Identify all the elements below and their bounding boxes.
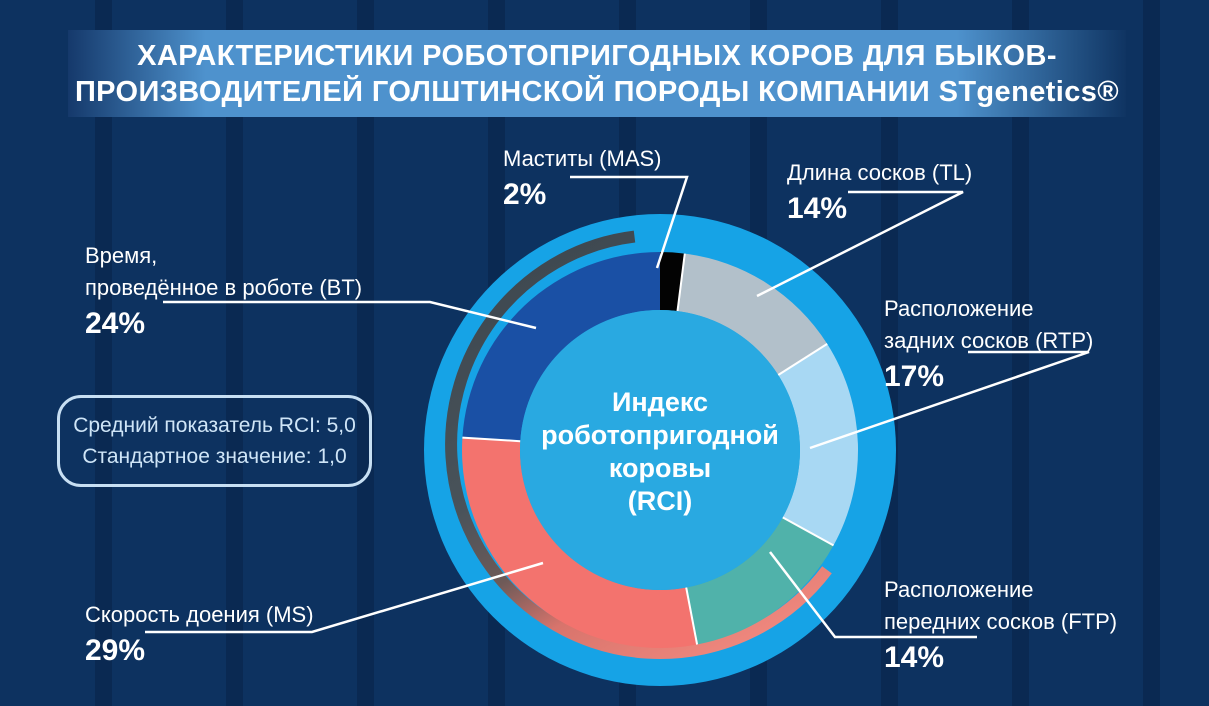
slice-ftp <box>686 517 834 645</box>
leader-ftp <box>769 551 977 639</box>
callout-ms-label: Скорость доения (MS) <box>85 602 314 627</box>
leader-rtp <box>809 350 1090 450</box>
callout-rtp-percent: 17% <box>884 360 945 393</box>
leader-tl <box>756 190 964 298</box>
separator-after-ms <box>462 436 521 443</box>
separator-after-rtp <box>782 516 834 547</box>
callout-tl-percent: 14% <box>787 192 848 225</box>
center-line-2: роботопригодной <box>541 420 779 450</box>
leader-bt <box>163 300 537 330</box>
callout-tl-label: Длина сосков (TL) <box>787 160 973 185</box>
swoosh-arc <box>445 230 832 660</box>
slice-separators <box>462 253 834 645</box>
callout-bt-label-2: проведённое в роботе (BT) <box>85 275 363 300</box>
separator-after-ftp <box>685 587 699 645</box>
callout-ftp-percent: 14% <box>884 641 945 674</box>
callout-mas-label: Маститы (MAS) <box>503 146 662 171</box>
info-box-line-2: Стандартное значение: 1,0 <box>82 445 347 468</box>
separator-after-mas <box>676 253 686 312</box>
callout-bt: Время, проведённое в роботе (BT) 24% <box>85 240 362 342</box>
leader-mas <box>570 175 689 269</box>
callout-rtp: Расположение задних сосков (RTP) 17% <box>884 293 1093 395</box>
callout-bt-label-1: Время, <box>85 243 158 268</box>
callout-ftp-label-1: Расположение <box>884 577 1034 602</box>
center-line-4: (RCI) <box>627 486 693 516</box>
callout-bt-percent: 24% <box>85 307 146 340</box>
callout-rtp-label-1: Расположение <box>884 296 1034 321</box>
callout-ms-percent: 29% <box>85 634 146 667</box>
title-line-2: ПРОИЗВОДИТЕЛЕЙ ГОЛШТИНСКОЙ ПОРОДЫ КОМПАН… <box>74 75 1120 108</box>
callout-tl: Длина сосков (TL) 14% <box>787 157 972 227</box>
callout-mas: Маститы (MAS) 2% <box>503 143 662 213</box>
separator-after-tl <box>777 343 828 376</box>
title-line-1: ХАРАКТЕРИСТИКИ РОБОТОПРИГОДНЫХ КОРОВ ДЛЯ… <box>137 39 1057 72</box>
callout-ftp-label-2: передних сосков (FTP) <box>884 609 1118 634</box>
callout-ms: Скорость доения (MS) 29% <box>85 599 314 669</box>
slice-tl <box>677 253 828 375</box>
title-banner: ХАРАКТЕРИСТИКИ РОБОТОПРИГОДНЫХ КОРОВ ДЛЯ… <box>68 30 1126 117</box>
center-line-1: Индекс <box>611 387 709 417</box>
donut-slices <box>462 252 859 649</box>
leader-ms <box>145 561 544 634</box>
callout-ftp: Расположение передних сосков (FTP) 14% <box>884 574 1117 676</box>
info-box-line-1: Средний показатель RCI: 5,0 <box>73 414 356 437</box>
leader-lines <box>145 175 1090 639</box>
center-line-3: коровы <box>608 453 712 483</box>
callout-mas-percent: 2% <box>503 178 547 211</box>
donut-center-label: Индекс роботопригодной коровы (RCI) <box>510 386 810 518</box>
rci-info-box: Средний показатель RCI: 5,0 Стандартное … <box>57 395 372 487</box>
slice-ms <box>462 437 698 649</box>
slice-bt <box>462 252 660 442</box>
callout-rtp-label-2: задних сосков (RTP) <box>884 328 1094 353</box>
center-circle <box>520 310 800 590</box>
